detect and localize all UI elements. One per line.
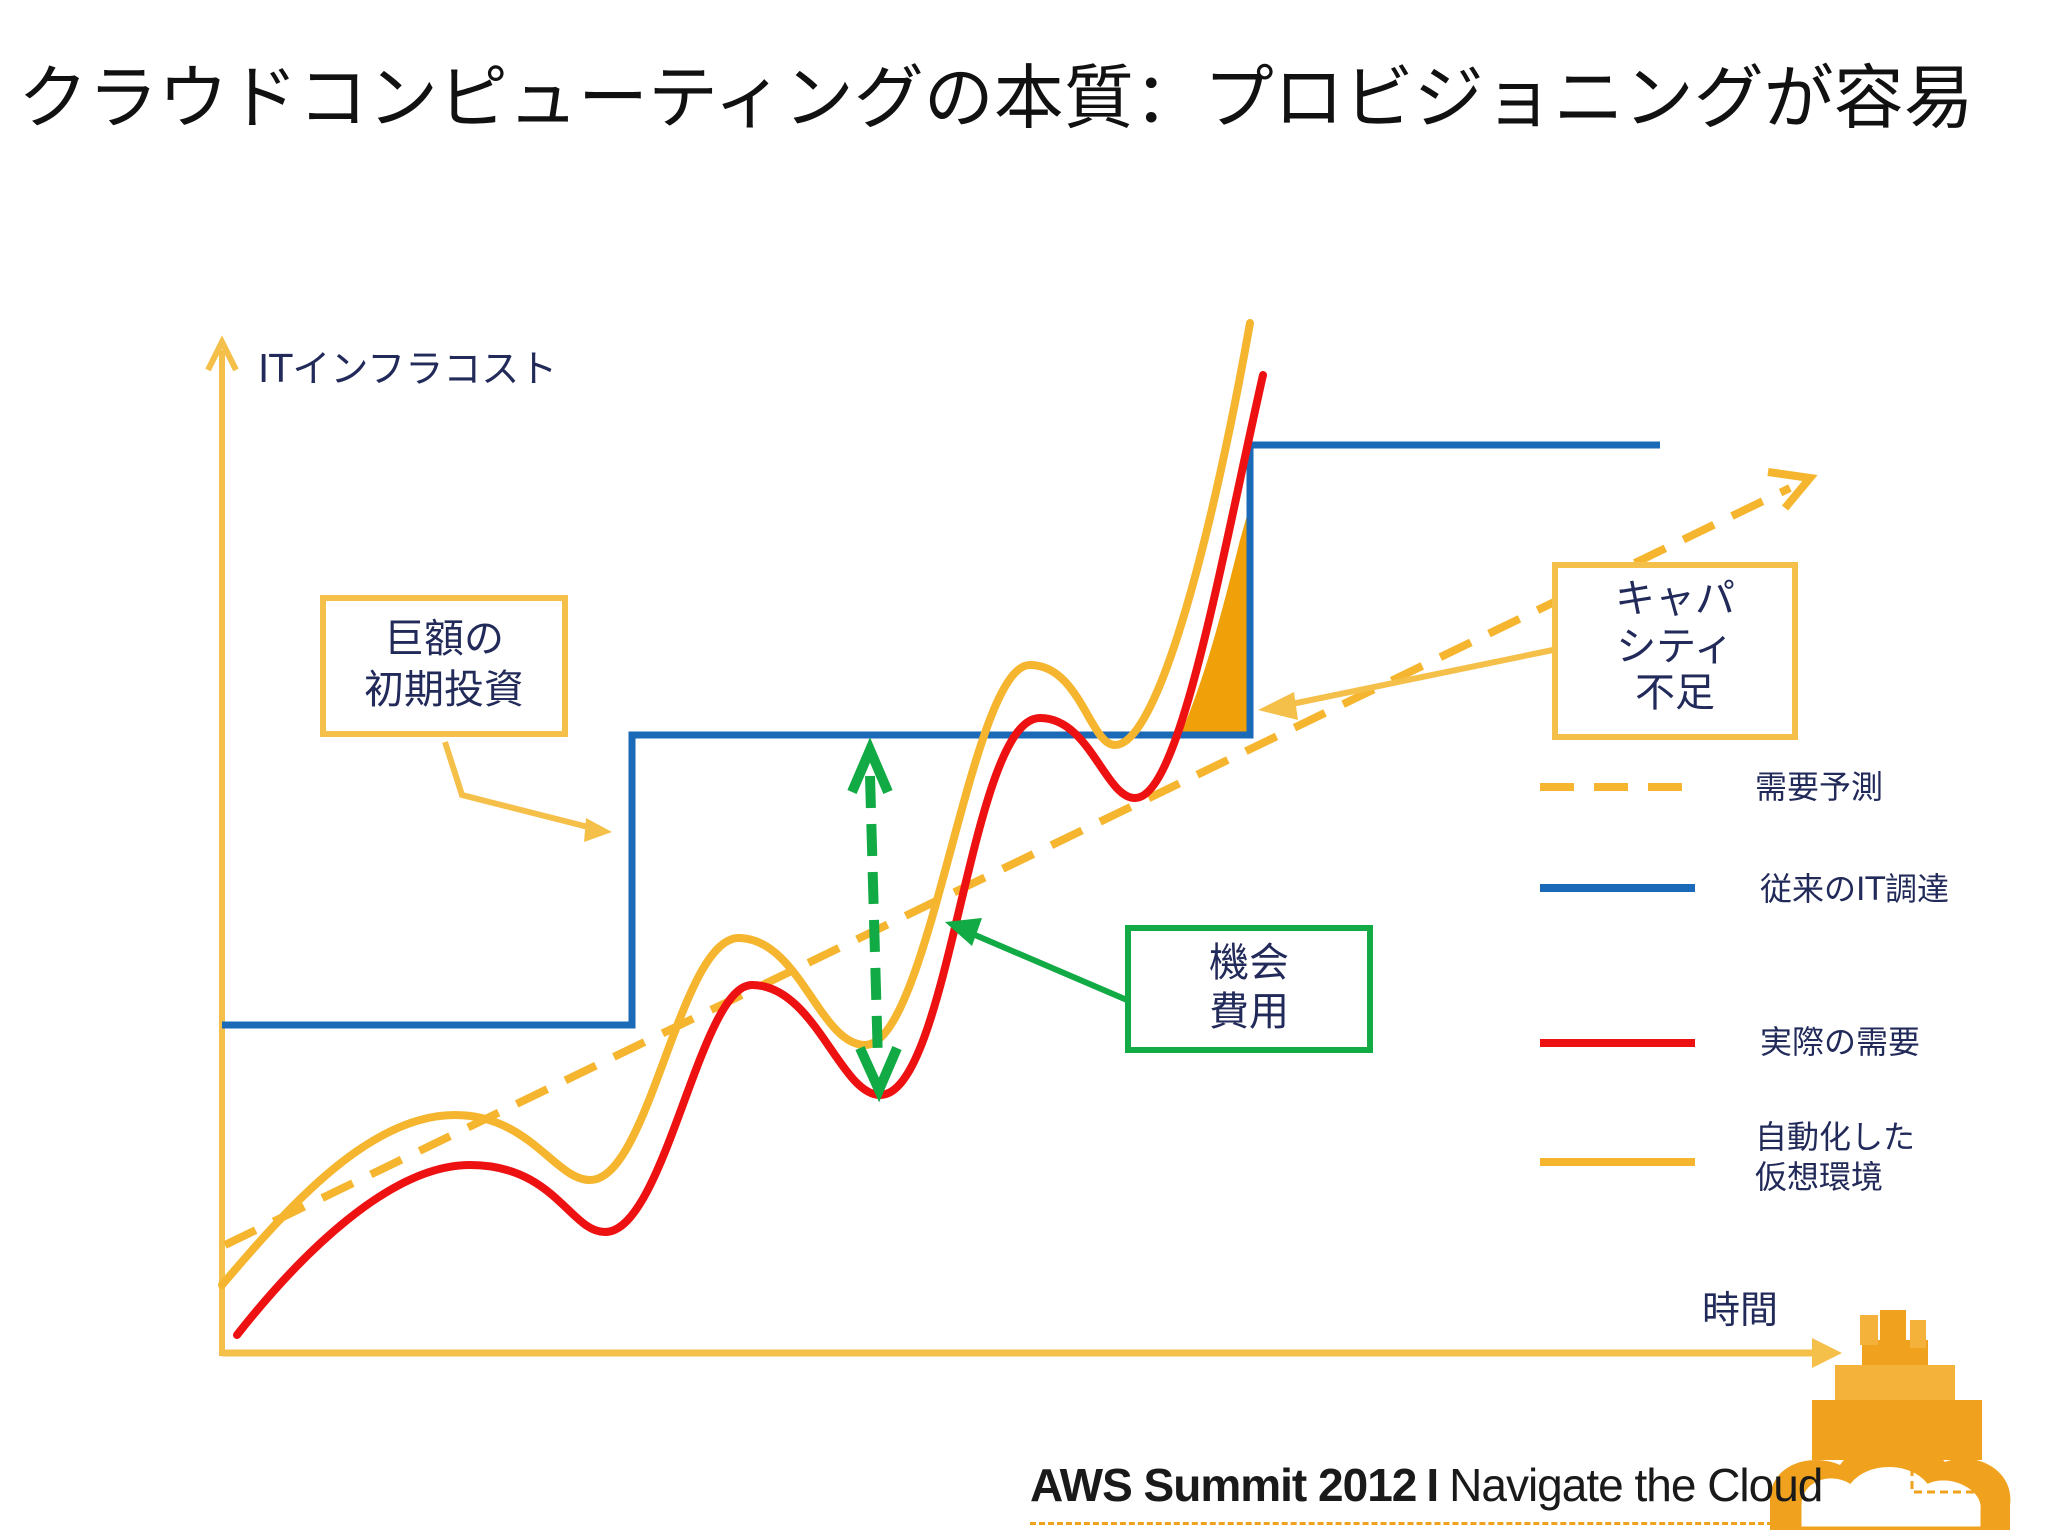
forecast-arrowhead [1767,468,1818,511]
legend: 需要予測 従来のIT調達 実際の需要 自動化した 仮想環境 [1540,768,1949,1196]
event-footer: AWS Summit 2012 I Navigate the Cloud [1030,1458,1823,1512]
investment-pointer [442,741,601,833]
opportunity-pointer-head [945,918,982,946]
capacity-label-3: 不足 [1635,670,1715,716]
legend-label-forecast: 需要予測 [1755,768,1883,806]
legend-label-traditional: 従来のIT調達 [1760,870,1949,908]
opportunity-pointer [966,929,1129,1003]
event-tagline: Navigate the Cloud [1449,1459,1823,1511]
investment-pointer-head [584,818,612,842]
investment-label-2: 初期投資 [364,667,524,713]
footer-separator: I [1426,1459,1440,1511]
y-axis-arrowhead [205,335,239,372]
event-name: AWS Summit 2012 [1030,1459,1417,1511]
investment-callout-box [320,595,568,737]
opportunity-label-1: 機会 [1209,940,1289,986]
aws-cloud-city-logo [1770,1310,2011,1530]
traditional-it-line [222,441,1660,1029]
capacity-pointer-head [1258,692,1298,720]
legend-label-actual: 実際の需要 [1760,1023,1920,1061]
actual-demand-curve [233,371,1267,1339]
opportunity-callout-box [1125,925,1373,1053]
x-axis-label: 時間 [1702,1288,1778,1332]
capacity-label-2: シティ [1616,624,1734,670]
virtual-environment-curve [218,319,1254,1289]
opportunity-arrow-up [847,737,893,794]
y-axis-label: ITインフラコスト [258,347,557,391]
x-axis-arrowhead [1812,1338,1842,1368]
capacity-callout-box [1552,562,1798,740]
capacity-pointer [1281,647,1554,709]
capacity-label-1: キャパ [1615,576,1735,622]
opportunity-cost-span [865,775,883,1063]
legend-label-virtual: 自動化した 仮想環境 [1755,1118,1925,1196]
slide-title: クラウドコンピューティングの本質：プロビジョニングが容易 [18,57,1974,139]
opportunity-label-2: 費用 [1209,989,1289,1035]
capacity-shortage-area [1180,505,1250,735]
opportunity-arrow-down [855,1045,902,1103]
footer-dashed-rule [1030,1522,1800,1525]
investment-label-1: 巨額の [384,616,504,662]
